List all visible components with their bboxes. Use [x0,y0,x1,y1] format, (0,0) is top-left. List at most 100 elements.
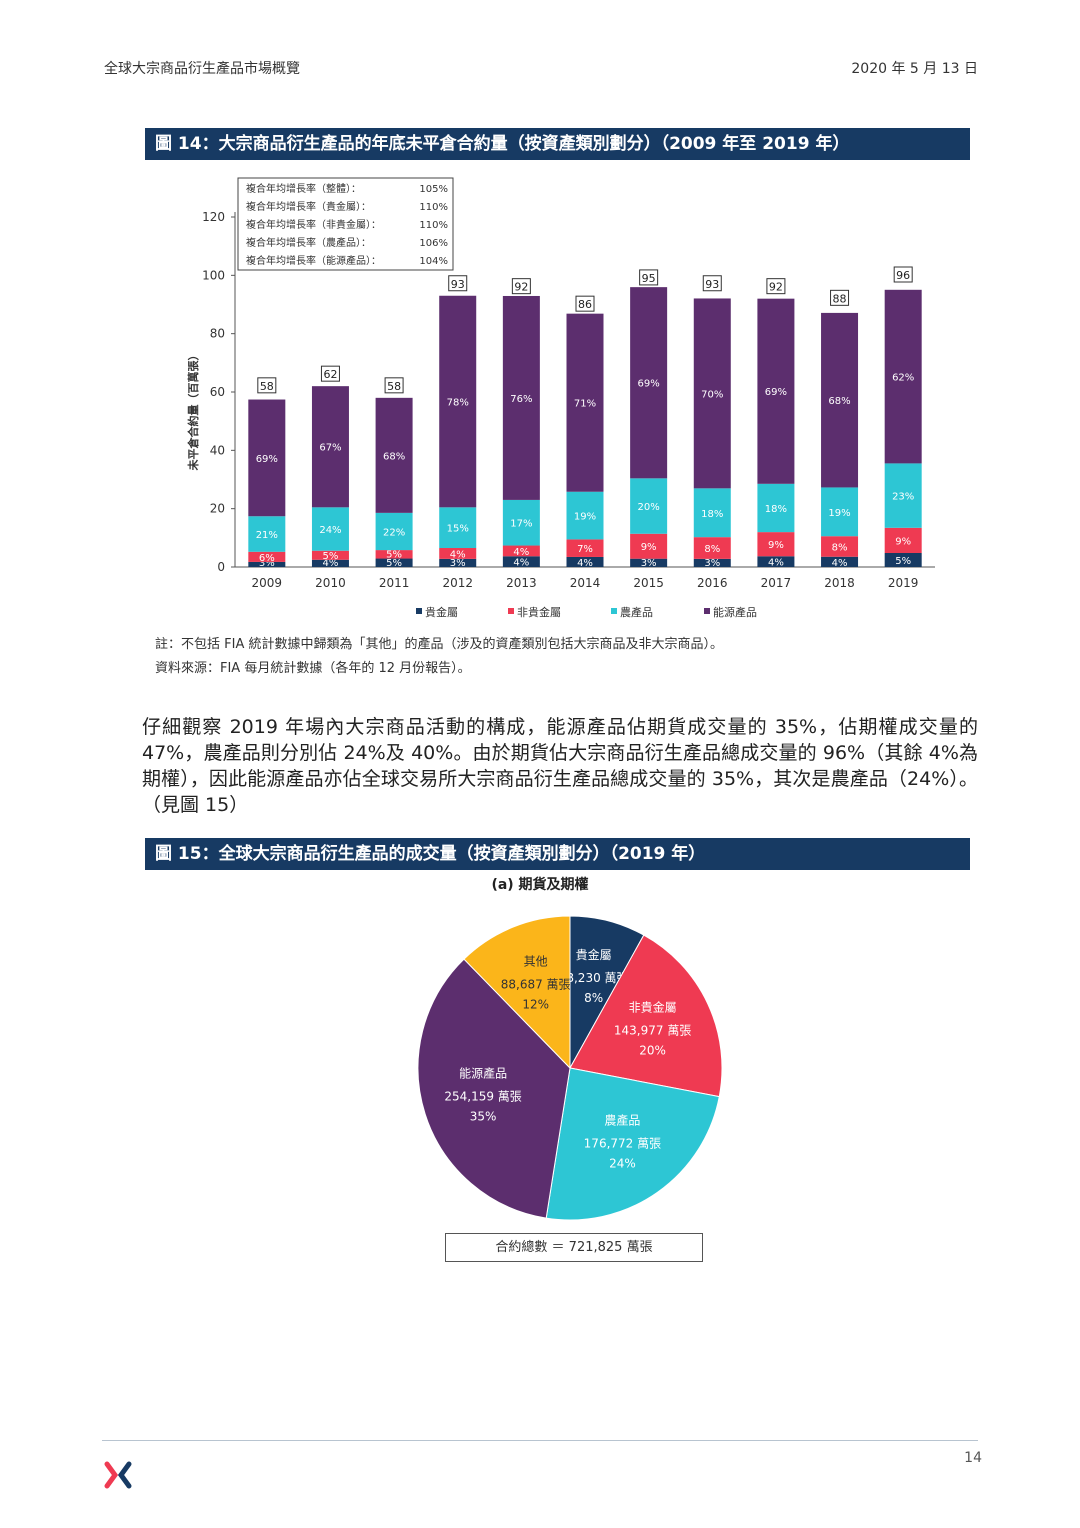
bar-chart-open-interest: 020406080100120未平倉合約量（百萬張）3%6%21%69%5820… [0,165,1080,630]
bar-data-label: 4% [513,558,529,569]
x-tick-label: 2010 [315,576,346,590]
bar-data-label: 69% [765,387,787,398]
legend-swatch [704,608,710,614]
bar-data-label: 17% [510,519,532,530]
pie-slice-value: 176,772 萬張 [584,1137,661,1151]
bar-data-label: 5% [323,551,339,562]
bar-data-label: 62% [892,373,914,384]
bar-data-label: 67% [319,443,341,454]
y-tick-label: 0 [217,560,225,574]
bar-data-label: 5% [386,550,402,561]
bar-data-label: 21% [256,530,278,541]
bar-total-label: 92 [514,281,528,294]
bar-data-label: 8% [832,542,848,553]
bar-data-label: 9% [895,536,911,547]
x-tick-label: 2014 [570,576,601,590]
bar-data-label: 68% [383,451,405,462]
cagr-value: 110% [419,220,448,231]
pie-slice-name: 其他 [524,955,548,969]
bar-data-label: 19% [828,508,850,519]
document-header-title: 全球大宗商品衍生產品市場概覽 [104,58,300,78]
pie-slice-value: 88,687 萬張 [501,978,571,992]
pie-slice-name: 農產品 [604,1113,640,1128]
bar-data-label: 24% [319,525,341,536]
bar-data-label: 6% [259,553,275,564]
cagr-value: 104% [419,256,448,267]
bar-data-label: 69% [638,379,660,390]
pie-total-box: 合約總數 ＝ 721,825 萬張 [445,1233,703,1262]
x-tick-label: 2012 [442,576,473,590]
footer-divider [102,1440,978,1441]
legend-label: 農產品 [620,605,653,619]
bar-data-label: 18% [701,509,723,520]
legend-swatch [611,608,617,614]
bar-data-label: 71% [574,399,596,410]
x-tick-label: 2016 [697,576,728,590]
bar-total-label: 92 [769,281,783,294]
bar-total-label: 93 [705,278,719,291]
bar-data-label: 4% [577,558,593,569]
y-axis-label: 未平倉合約量（百萬張） [186,350,200,472]
bar-total-label: 93 [451,278,465,291]
legend-swatch [508,608,514,614]
bar-total-label: 88 [833,292,847,305]
x-tick-label: 2009 [252,576,283,590]
pie-slice-value: 143,977 萬張 [614,1023,691,1037]
y-tick-label: 120 [202,210,225,224]
pie-slice-pct: 12% [522,998,549,1012]
document-header-date: 2020 年 5 月 13 日 [851,58,978,78]
cagr-value: 106% [419,238,448,249]
cagr-value: 105% [419,184,448,195]
x-tick-label: 2018 [824,576,855,590]
pie-chart-volume: 貴金屬 58,230 萬張 8% 非貴金屬 143,977 萬張 20% 農產品 176,77… [0,900,1080,1230]
figure-14-note: 註：不包括 FIA 統計數據中歸類為「其他」的產品（涉及的資產類別包括大宗商品及… [155,633,723,652]
bar-data-label: 7% [577,544,593,555]
legend-swatch [416,608,422,614]
bar-data-label: 5% [895,556,911,567]
x-tick-label: 2013 [506,576,537,590]
x-tick-label: 2019 [888,576,919,590]
hkex-logo-icon [104,1461,132,1489]
bar-data-label: 69% [256,454,278,465]
bar-data-label: 4% [832,558,848,569]
bar-data-label: 4% [450,549,466,560]
bar-data-label: 15% [447,524,469,535]
cagr-label: 複合年均增長率（能源產品）： [246,254,381,267]
bar-total-label: 96 [896,269,910,282]
bar-data-label: 9% [768,540,784,551]
bar-total-label: 86 [578,298,592,311]
bar-data-label: 18% [765,504,787,515]
bar-total-label: 62 [323,368,337,381]
bar-data-label: 22% [383,527,405,538]
cagr-label: 複合年均增長率（整體）： [246,182,361,195]
bar-data-label: 78% [447,398,469,409]
cagr-value: 110% [419,202,448,213]
pie-slice-pct: 35% [470,1110,497,1124]
bar-data-label: 4% [513,547,529,558]
y-tick-label: 80 [210,327,225,341]
y-tick-label: 100 [202,268,225,282]
figure-14-source: 資料來源：FIA 每月統計數據（各年的 12 月份報告）。 [155,657,471,676]
cagr-label: 複合年均增長率（農產品）： [246,236,371,249]
figure-15-subtitle: (a) 期貨及期權 [0,874,1080,894]
y-tick-label: 20 [210,502,225,516]
pie-slice-pct: 8% [584,991,603,1005]
x-tick-label: 2011 [379,576,410,590]
pie-slice-name: 貴金屬 [576,947,612,962]
bar-data-label: 8% [704,544,720,555]
pie-slice-value: 254,159 萬張 [444,1090,521,1104]
bar-data-label: 19% [574,512,596,523]
bar-total-label: 58 [260,380,274,393]
pie-slice-name: 能源產品 [459,1066,507,1081]
figure-14-title: 圖 14：大宗商品衍生產品的年底未平倉合約量（按資產類別劃分）（2009 年至 … [145,128,970,160]
pie-slice-name: 非貴金屬 [629,999,677,1014]
bar-data-label: 3% [704,558,720,569]
legend-label: 貴金屬 [425,605,458,619]
bar-data-label: 3% [641,558,657,569]
cagr-label: 複合年均增長率（貴金屬）： [246,200,371,213]
legend-label: 非貴金屬 [517,605,561,619]
bar-total-label: 95 [642,272,656,285]
y-tick-label: 60 [210,385,225,399]
cagr-label: 複合年均增長率（非貴金屬）： [246,218,381,231]
page-number: 14 [964,1450,982,1466]
